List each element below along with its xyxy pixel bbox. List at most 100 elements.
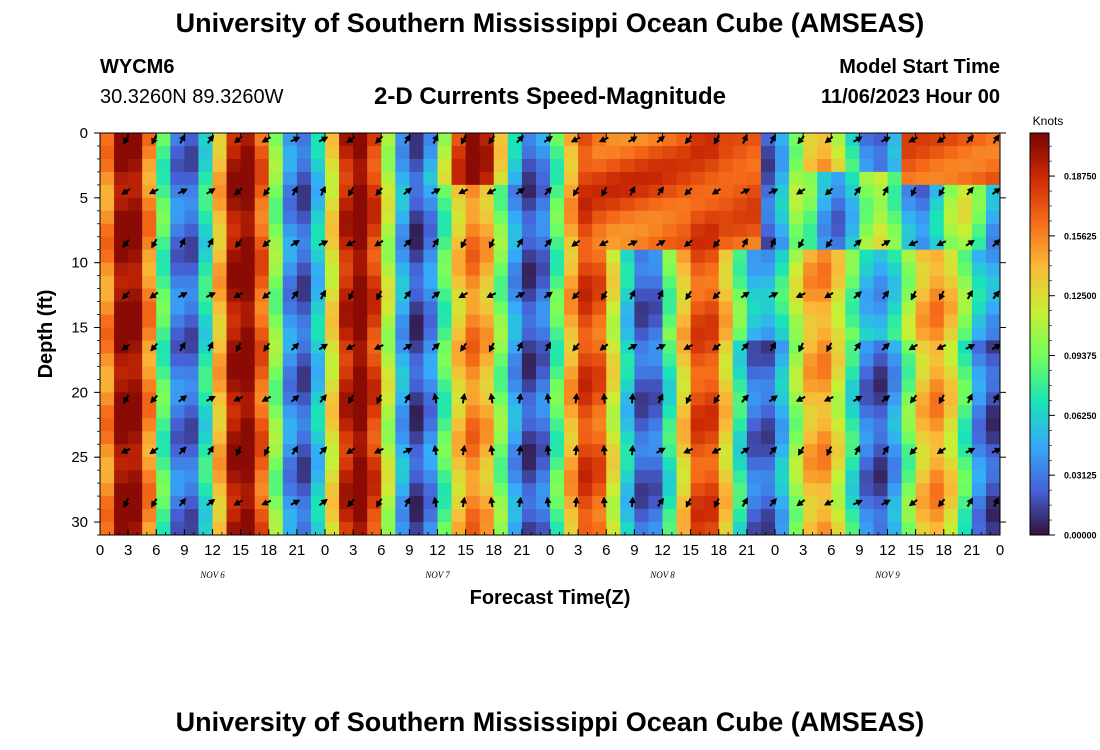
heatmap-cell <box>142 470 157 484</box>
current-arrow <box>966 393 973 404</box>
heatmap-cell <box>606 275 621 290</box>
heatmap-cell <box>901 496 917 510</box>
heatmap-cell <box>310 470 326 484</box>
heatmap-cell <box>310 314 326 329</box>
heatmap-cell <box>901 275 917 290</box>
heatmap-cell <box>929 301 945 316</box>
heatmap-cell <box>353 145 368 160</box>
x-tick-label: 9 <box>630 542 638 559</box>
current-arrow <box>488 496 496 508</box>
heatmap-cell <box>254 405 270 419</box>
heatmap-cell <box>296 249 312 264</box>
heatmap-cell <box>367 249 382 264</box>
heatmap-cell <box>845 171 860 186</box>
heatmap-cell <box>212 496 228 510</box>
heatmap-cell <box>803 522 818 535</box>
current-arrow <box>769 237 776 248</box>
heatmap-cell <box>817 133 832 147</box>
heatmap-cell <box>676 262 692 277</box>
heatmap-cell <box>943 379 959 393</box>
heatmap-cell <box>381 249 396 264</box>
heatmap-cell <box>282 133 298 147</box>
heatmap-cell <box>184 379 200 393</box>
heatmap-cell <box>395 236 410 251</box>
heatmap-cell <box>873 171 889 186</box>
heatmap-cell <box>901 197 917 212</box>
heatmap-cell <box>760 301 776 316</box>
heatmap-cell <box>310 353 326 368</box>
current-arrow <box>235 239 243 249</box>
heatmap-cell <box>985 223 1000 238</box>
heatmap-cell <box>451 288 467 303</box>
heatmap-cell <box>268 197 284 212</box>
heatmap-cell <box>746 418 762 432</box>
heatmap-cell <box>240 496 256 510</box>
heatmap-cell <box>746 483 762 497</box>
heatmap-cell <box>367 236 382 251</box>
heatmap-cell <box>873 418 889 432</box>
heatmap-cell <box>746 236 762 251</box>
heatmap-cell <box>985 457 1000 471</box>
heatmap-cell <box>578 301 593 316</box>
heatmap-cell <box>395 288 410 303</box>
heatmap-cell <box>479 509 495 523</box>
heatmap-cell <box>775 210 790 225</box>
heatmap-cell <box>718 133 734 147</box>
heatmap-cell <box>184 418 200 432</box>
heatmap-cell <box>943 340 959 355</box>
current-arrow <box>403 290 412 300</box>
heatmap-cell <box>310 275 326 290</box>
heatmap-cell <box>662 236 678 251</box>
current-arrow <box>937 498 946 508</box>
current-arrow <box>711 188 722 195</box>
heatmap-cell <box>282 327 298 342</box>
heatmap-cell <box>198 509 214 523</box>
current-arrow <box>376 498 383 508</box>
heatmap-cell <box>493 184 509 199</box>
heatmap-cell <box>465 483 481 497</box>
heatmap-cell <box>648 249 664 264</box>
heatmap-cell <box>409 288 425 303</box>
heatmap-cell <box>718 509 734 523</box>
heatmap-cell <box>943 405 959 419</box>
heatmap-cell <box>142 405 157 419</box>
heatmap-cell <box>901 457 917 471</box>
heatmap-cell <box>339 522 354 535</box>
heatmap-cell <box>803 431 818 445</box>
heatmap-cell <box>873 249 889 264</box>
heatmap-cell <box>873 431 889 445</box>
heatmap-cell <box>353 197 368 212</box>
heatmap-cell <box>282 418 298 432</box>
heatmap-cell <box>803 158 818 173</box>
heatmap-cell <box>718 158 734 173</box>
heatmap-cell <box>915 496 931 510</box>
current-arrow <box>432 134 439 144</box>
heatmap-cell <box>662 197 678 212</box>
heatmap-cell <box>184 262 200 277</box>
heatmap-cell <box>620 223 635 238</box>
heatmap-cell <box>100 145 115 160</box>
heatmap-cell <box>915 158 931 173</box>
current-arrow <box>374 239 384 247</box>
heatmap-cell <box>648 158 664 173</box>
current-arrow <box>345 343 356 350</box>
heatmap-cell <box>128 496 143 510</box>
heatmap-cell <box>789 133 804 147</box>
heatmap-cell <box>943 483 959 497</box>
heatmap-cell <box>648 496 664 510</box>
heatmap-cell <box>634 223 650 238</box>
current-arrow <box>460 444 467 456</box>
heatmap-cell <box>887 392 903 406</box>
heatmap-cell <box>184 197 200 212</box>
heatmap-cell <box>859 483 875 497</box>
heatmap-cell <box>648 327 664 342</box>
heatmap-cell <box>156 133 171 147</box>
heatmap-cell <box>985 483 1000 497</box>
heatmap-cell <box>395 418 410 432</box>
x-tick-label: 3 <box>799 542 807 559</box>
heatmap-cell <box>845 327 860 342</box>
heatmap-cell <box>479 483 495 497</box>
heatmap-cell <box>381 405 396 419</box>
heatmap-cell <box>128 158 143 173</box>
heatmap-cell <box>634 288 650 303</box>
